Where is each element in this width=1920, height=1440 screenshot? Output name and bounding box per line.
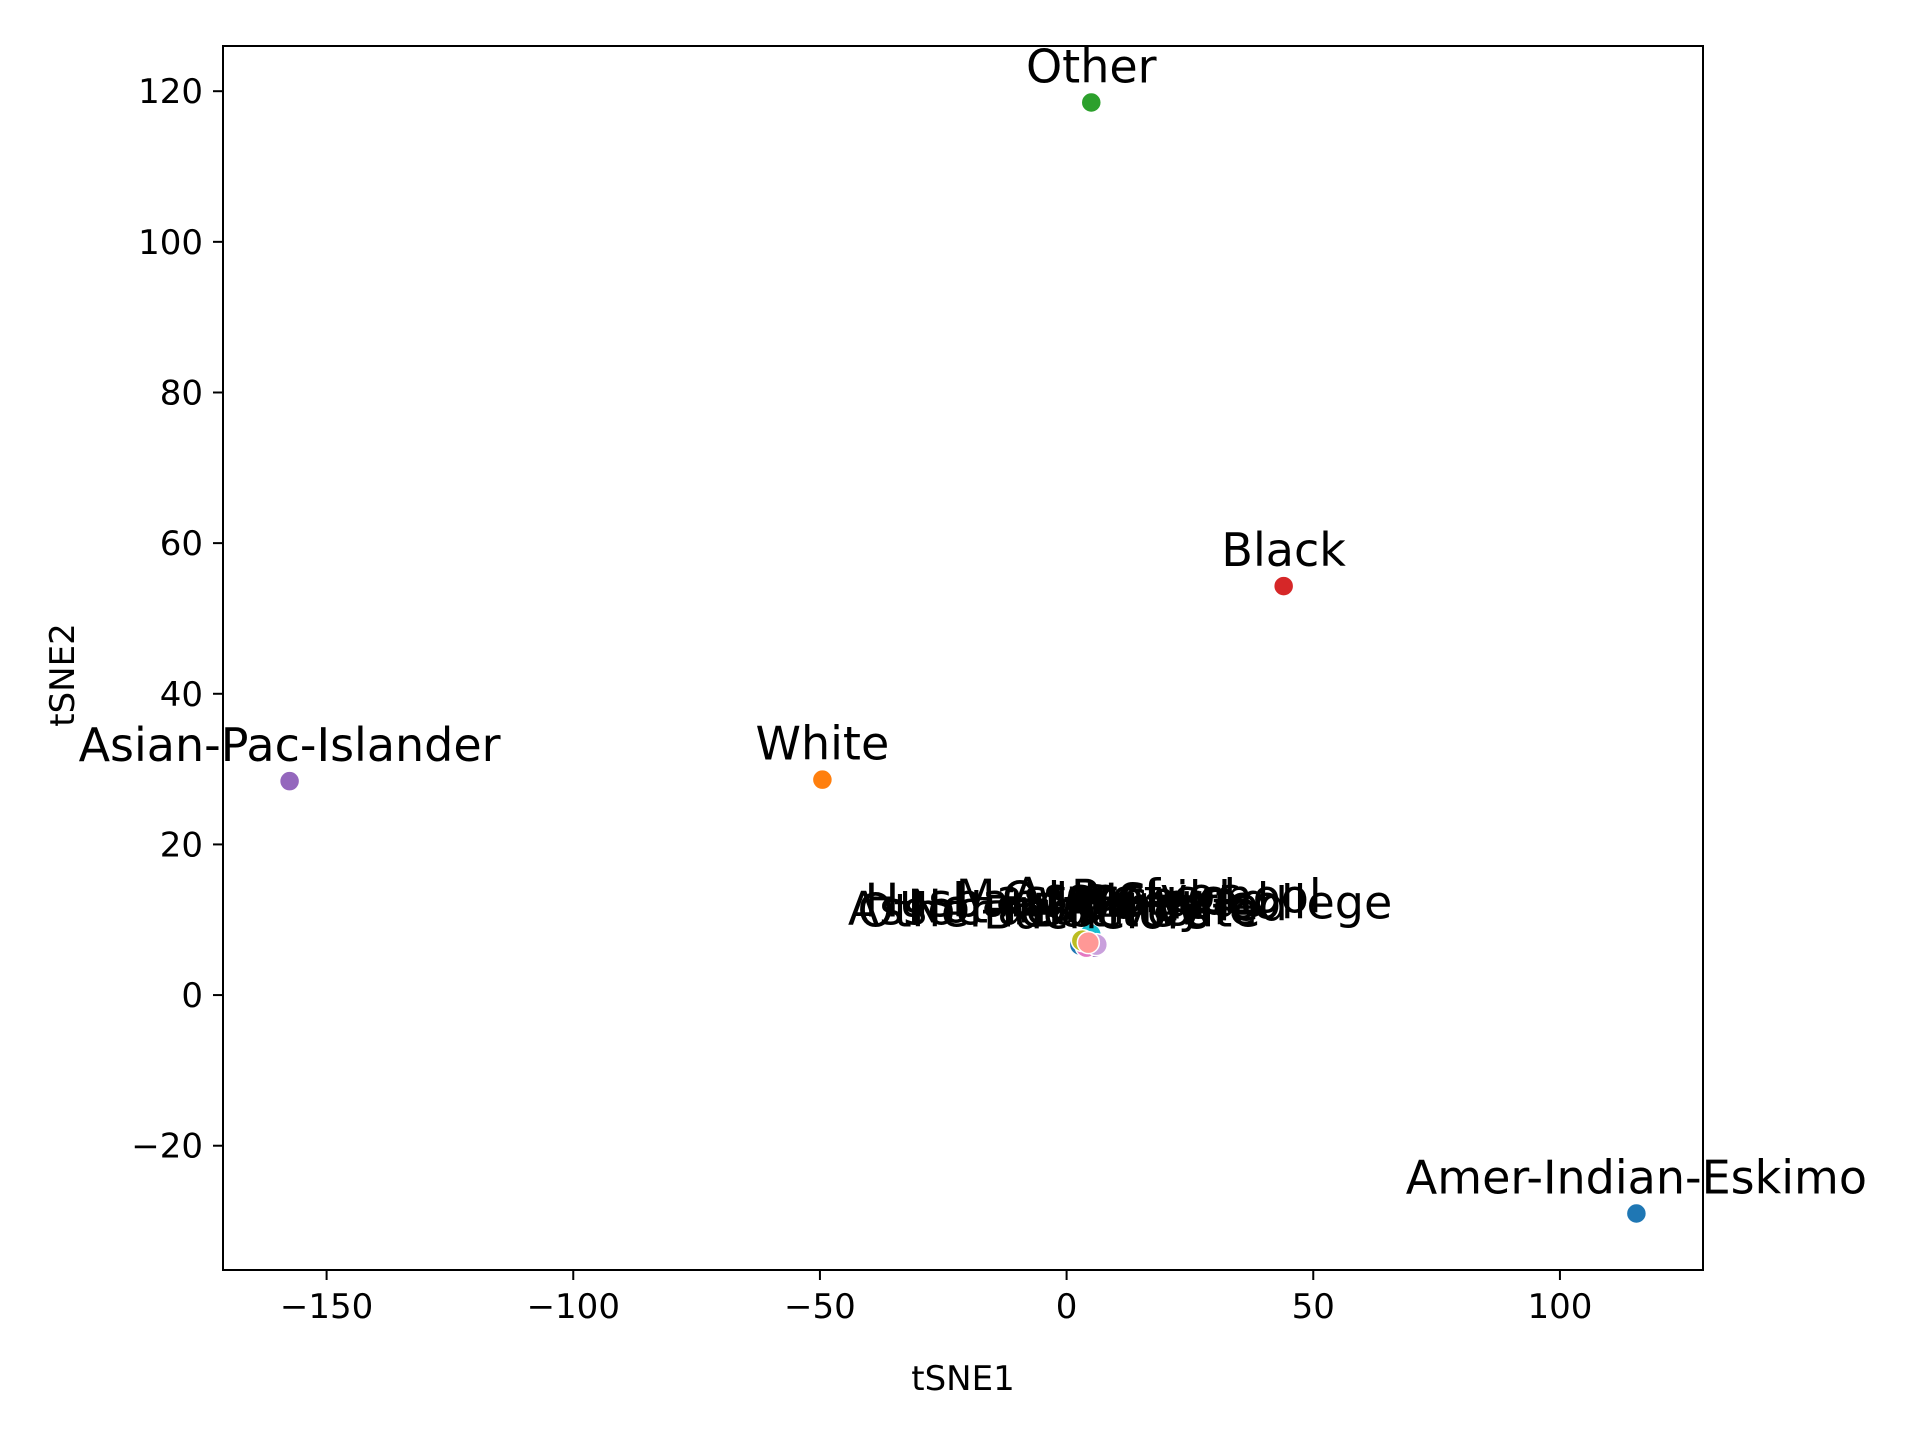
cluster-point-label: Assoc-acdm: [848, 882, 1125, 936]
data-point-label: Black: [1221, 523, 1346, 577]
x-axis-label: tSNE1: [911, 1359, 1014, 1399]
data-point-label: Amer-Indian-Eskimo: [1406, 1151, 1867, 1205]
cluster-point-label: Not-in-family: [907, 880, 1205, 934]
point-labels: HusbandNot-in-familyOwn-childUnmarriedWi…: [79, 39, 1867, 1204]
cluster-point-label: Masters: [956, 870, 1137, 924]
plot-frame: [222, 45, 1704, 1271]
x-tick-label: 50: [1292, 1287, 1335, 1327]
y-tick-label: 120: [138, 72, 203, 112]
cluster-point-label: Bachelors: [983, 886, 1209, 940]
cluster-point-label: Husband: [865, 874, 1068, 928]
cluster-point-label: Assoc-voc: [1012, 868, 1241, 922]
data-point-label: Other: [1026, 39, 1157, 93]
cluster-point-label: Other-relative: [857, 884, 1175, 938]
x-tick-label: 100: [1527, 1287, 1592, 1327]
y-tick-label: 100: [138, 223, 203, 263]
cluster-point-label: Some-college: [1080, 876, 1392, 930]
cluster-point-label: Doctorate: [1032, 884, 1260, 938]
cluster-point-label: Unmarried: [1045, 878, 1288, 932]
y-axis-label: tSNE2: [43, 623, 83, 726]
cluster-point-label: Prof-school: [1071, 870, 1322, 924]
data-point: [278, 770, 301, 792]
data-point-label: White: [756, 717, 890, 771]
y-tick-label: 40: [160, 675, 203, 715]
cluster-point-label: Wife: [1155, 882, 1257, 936]
axes: −150 −100 −50 0 50 100 −20 0 20 40 60 80 100 120: [131, 45, 1704, 1327]
data-point: [811, 768, 834, 791]
plot-area: [278, 91, 1648, 1225]
cluster-point-label: HS-grad: [1083, 874, 1269, 928]
cluster-point: [1076, 930, 1101, 955]
y-tick-label: 60: [160, 524, 203, 564]
x-tick-label: −50: [784, 1287, 856, 1327]
y-tick-label: 80: [160, 373, 203, 413]
cluster-point-label: Own-child: [1002, 872, 1231, 926]
data-point: [1080, 91, 1103, 114]
x-tick-label: 0: [1056, 1287, 1078, 1327]
x-tick-label: −100: [527, 1287, 620, 1327]
y-tick-label: 20: [160, 825, 203, 865]
x-tick-label: −150: [280, 1287, 373, 1327]
y-tick-label: −20: [131, 1127, 203, 1167]
y-tick-label: 0: [181, 976, 203, 1016]
data-point-label: Asian-Pac-Islander: [79, 718, 501, 772]
data-point: [1625, 1202, 1648, 1225]
data-point: [1272, 575, 1295, 597]
